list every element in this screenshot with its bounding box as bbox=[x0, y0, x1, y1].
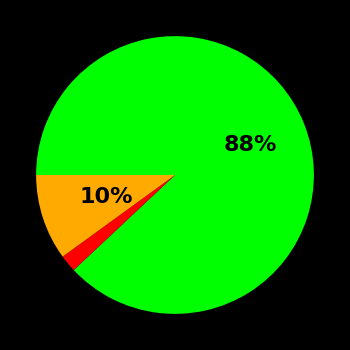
Wedge shape bbox=[63, 175, 175, 270]
Wedge shape bbox=[36, 36, 314, 314]
Wedge shape bbox=[36, 175, 175, 257]
Text: 88%: 88% bbox=[223, 135, 276, 155]
Text: 10%: 10% bbox=[79, 187, 133, 207]
